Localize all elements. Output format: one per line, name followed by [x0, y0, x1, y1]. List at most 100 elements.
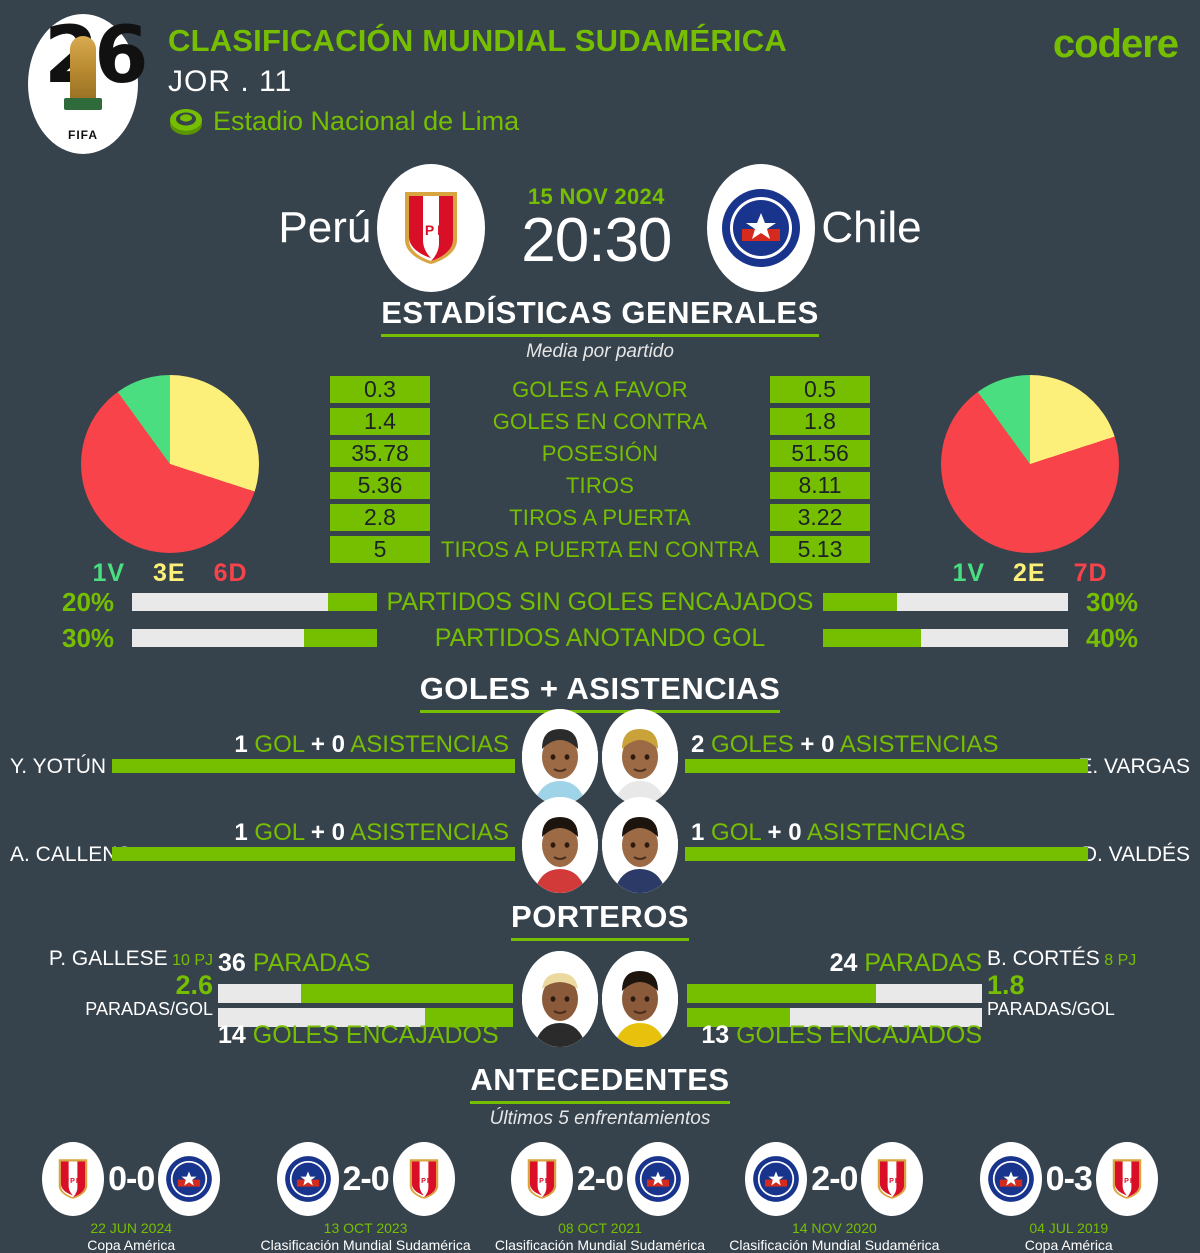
stat-row: 5 TIROS A PUERTA EN CONTRA 5.13: [330, 535, 870, 564]
svg-text:FPF: FPF: [534, 1177, 551, 1185]
h2h-score: 0-0: [108, 1159, 155, 1198]
home-assists-word: ASISTENCIAS: [350, 731, 509, 758]
home-draws-label: 3E: [153, 559, 186, 587]
away-keeper-saves-label: PARADAS: [864, 949, 982, 977]
away-player-photo: [602, 797, 678, 893]
home-player-photo: [522, 709, 598, 805]
h2h-right-crest: [627, 1142, 690, 1216]
home-wins-label: 1V: [92, 559, 126, 587]
home-percent-bar: [132, 629, 377, 647]
home-assists-count: 0: [331, 819, 345, 846]
home-stat-value: 2.8: [330, 504, 430, 531]
home-stat-value: 1.4: [330, 408, 430, 435]
keepers-title: PORTEROS: [511, 899, 689, 941]
stat-label: TIROS: [565, 472, 635, 498]
home-stat-value: 5.36: [330, 472, 430, 499]
home-stat-value: 0.3: [330, 376, 430, 403]
fifa-wordmark: FIFA: [68, 128, 98, 142]
away-scorer: 1 GOL + 0 ASISTENCIAS D. VALDÉS: [681, 801, 1200, 889]
away-assists-word: ASISTENCIAS: [839, 731, 999, 758]
away-scorer: 2 GOLES + 0 ASISTENCIAS E. VARGAS: [681, 713, 1200, 801]
percent-stats-list: 20% PARTIDOS SIN GOLES ENCAJADOS 30% 30% PAR…: [0, 587, 1200, 653]
h2h-right-crest: FPF: [1095, 1142, 1158, 1216]
away-keeper-block: B. CORTÉS 8 PJ 1.8 PARADAS/GOL 24 PARADA…: [681, 941, 1200, 1056]
h2h-competition: Clasificación Mundial Sudamérica: [260, 1237, 471, 1253]
home-plus: +: [310, 731, 325, 758]
competition-title: CLASIFICACIÓN MUNDIAL SUDAMÉRICA: [168, 23, 787, 58]
stat-row: 1.4 GOLES EN CONTRA 1.8: [330, 407, 870, 436]
away-keeper-ratio: 1.8: [987, 970, 1025, 1000]
h2h-right-crest: [158, 1142, 221, 1216]
home-keeper-saves-bar: [218, 984, 513, 1003]
h2h-left-crest: FPF: [42, 1142, 105, 1216]
keeper-faces: [519, 950, 681, 1047]
away-team-name: Chile: [821, 202, 922, 252]
trophy-icon: [64, 36, 102, 110]
stat-row: 2.8 TIROS A PUERTA 3.22: [330, 503, 870, 532]
general-stats-subtitle: Media por partido: [526, 341, 674, 362]
goals-assists-row: 1 GOL + 0 ASISTENCIAS A. CALLENS 1 GOL + 0…: [0, 797, 1200, 893]
away-stat-value: 0.5: [770, 376, 870, 403]
h2h-competition: Clasificación Mundial Sudamérica: [494, 1237, 706, 1253]
venue-name: Estadio Nacional de Lima: [213, 106, 520, 136]
home-team-crest: FPF: [377, 163, 486, 292]
home-percent-value: 30%: [62, 622, 115, 653]
home-losses-label: 6D: [213, 559, 248, 587]
home-goals-count: 1: [234, 819, 248, 846]
away-draws-label: 2E: [1013, 559, 1046, 587]
stat-label: GOLES A FAVOR: [512, 376, 688, 402]
away-stat-value: 3.22: [770, 504, 870, 531]
home-keeper-saves: 36: [218, 949, 246, 977]
away-percent-value: 30%: [1085, 586, 1138, 617]
h2h-left-crest: [979, 1142, 1042, 1216]
home-keeper-conceded-label: GOLES ENCAJADOS: [252, 1021, 499, 1049]
stat-row: 5.36 TIROS 8.11: [330, 471, 870, 500]
home-keeper-ratio-label: PARADAS/GOL: [85, 999, 213, 1019]
away-assists-word: ASISTENCIAS: [806, 819, 966, 846]
away-record-pie-block: 1V 2E 7D: [900, 375, 1160, 588]
home-stat-value: 5: [330, 536, 430, 563]
head-to-head-item: 2-0 FPF 13 OCT 2023 Clasificación Mundial S…: [257, 1142, 475, 1253]
home-player-bar: [112, 847, 515, 861]
home-assists-word: ASISTENCIAS: [350, 819, 509, 846]
away-keeper-conceded-label: GOLES ENCAJADOS: [736, 1021, 982, 1049]
stat-row: 35.78 POSESIÓN 51.56: [330, 439, 870, 468]
match-time: 20:30: [521, 205, 672, 275]
home-keeper-photo: [522, 950, 598, 1047]
general-stats-title: ESTADÍSTICAS GENERALES: [381, 295, 819, 337]
away-keeper-matches: 8 PJ: [1104, 952, 1137, 969]
stat-row: 0.3 GOLES A FAVOR 0.5: [330, 375, 870, 404]
svg-text:FPF: FPF: [414, 222, 449, 238]
home-team-name: Perú: [278, 202, 372, 252]
percent-label: PARTIDOS ANOTANDO GOL: [434, 623, 766, 652]
h2h-left-crest: [745, 1142, 808, 1216]
away-keeper-saves: 24: [829, 949, 858, 977]
h2h-competition: Copa América: [1024, 1237, 1113, 1253]
head-to-head-item: 2-0 FPF 14 NOV 2020 Clasificación Mundial S…: [725, 1142, 943, 1253]
h2h-competition: Clasificación Mundial Sudamérica: [729, 1237, 940, 1253]
away-goals-count: 2: [691, 731, 705, 758]
match-header: Perú FPF 15 NOV 2024 20:30 Chile: [0, 160, 1200, 295]
home-record-pie-block: 1V 3E 6D: [40, 375, 300, 588]
home-percent-value: 20%: [62, 586, 115, 617]
head-to-head-section: ANTECEDENTES: [0, 1062, 1200, 1104]
fifa-world-cup-2026-badge: 26 FIFA: [28, 14, 149, 154]
goals-assists-row: 1 GOL + 0 ASISTENCIAS Y. YOTÚN 2 GOLES + 0…: [0, 709, 1200, 805]
home-keeper-saves-label: PARADAS: [252, 949, 371, 977]
h2h-right-crest: FPF: [861, 1142, 924, 1216]
away-stat-value: 8.11: [770, 472, 870, 499]
stadium-icon: [170, 108, 202, 135]
h2h-score: 2-0: [576, 1159, 624, 1198]
svg-text:FPF: FPF: [1118, 1177, 1135, 1185]
home-scorer: 1 GOL + 0 ASISTENCIAS Y. YOTÚN: [0, 713, 519, 801]
percent-row: 30% PARTIDOS ANOTANDO GOL 40%: [0, 623, 1200, 653]
head-to-head-item: FPF 0-0 22 JUN 2024 Copa América: [22, 1142, 240, 1253]
away-player-name: E. VARGAS: [1078, 755, 1190, 778]
home-stat-value: 35.78: [330, 440, 430, 467]
svg-text:FPF: FPF: [415, 1177, 432, 1185]
goals-assists-section: GOLES + ASISTENCIAS: [0, 671, 1200, 713]
general-stats-section: ESTADÍSTICAS GENERALES: [0, 295, 1200, 337]
away-goals-word: GOLES: [711, 731, 794, 758]
away-stat-value: 5.13: [770, 536, 870, 563]
away-stat-value: 1.8: [770, 408, 870, 435]
